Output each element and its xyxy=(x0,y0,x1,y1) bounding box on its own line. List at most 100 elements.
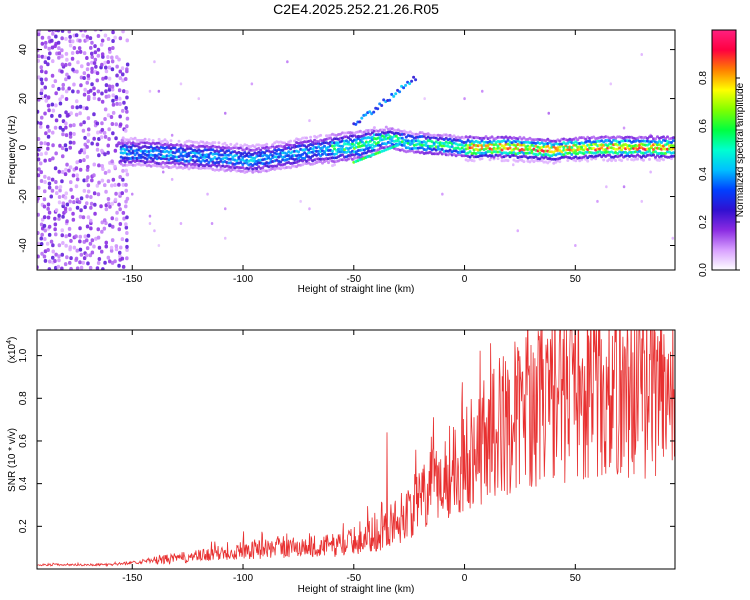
spectrogram-cell xyxy=(606,144,610,148)
spectrogram-cell xyxy=(37,109,40,114)
spectrogram-x-label: Height of straight line (km) xyxy=(298,284,415,295)
spectrogram-cell xyxy=(86,62,90,67)
spectrogram-cell xyxy=(410,141,414,145)
spectrogram-cell xyxy=(92,136,96,141)
spectrogram-cell xyxy=(100,121,104,126)
spectrogram-cell xyxy=(382,128,386,132)
spectrogram-cell xyxy=(58,188,62,193)
spectrogram-cell xyxy=(528,145,532,149)
spectrogram-cell xyxy=(60,228,64,233)
spectrogram-cell xyxy=(68,134,73,139)
spectrogram-cell xyxy=(50,73,55,78)
spectrogram-cell xyxy=(122,216,126,221)
spectrogram-cell xyxy=(85,144,89,149)
spectrogram-cell xyxy=(85,106,89,111)
spectrogram-cell xyxy=(670,157,673,161)
spectrogram-cell xyxy=(121,264,126,269)
spectrogram-cell xyxy=(68,39,72,44)
spectrogram-cell xyxy=(65,57,69,62)
spectrogram-cell xyxy=(131,192,134,196)
spectrogram-cell xyxy=(92,92,97,96)
spectrogram-cell xyxy=(60,179,64,184)
spectrogram-cell xyxy=(75,197,80,202)
spectrogram-cell xyxy=(48,51,52,56)
spectrogram-panel: -150 -100 -50 0 50 -40 -20 0 20 40 Height of str… xyxy=(7,29,676,295)
spectrogram-cell xyxy=(289,166,293,170)
spectrogram-cell xyxy=(187,159,191,163)
spectrogram-cell xyxy=(40,115,44,120)
spectrogram-y-ticks: -40 -20 0 20 40 xyxy=(18,44,675,253)
spectrogram-cell xyxy=(55,191,59,196)
spectrogram-cell xyxy=(83,30,87,33)
spectrogram-cell xyxy=(153,229,156,233)
spectrogram-cell xyxy=(386,133,390,137)
spectrogram-cell xyxy=(121,136,125,140)
spectrogram-cell xyxy=(85,67,90,72)
spectrogram-cell xyxy=(104,65,108,70)
spectrogram-cell xyxy=(40,232,44,237)
spectrogram-cell xyxy=(124,128,128,133)
spectrogram-cell xyxy=(96,227,100,232)
spectrogram-cell xyxy=(39,141,43,146)
spectrogram-cell xyxy=(82,147,87,152)
spectrogram-cell xyxy=(118,250,122,255)
spectrogram-cell xyxy=(358,120,362,124)
spectrogram-cell xyxy=(82,106,86,111)
snr-x-label: Height of straight line (km) xyxy=(298,584,415,595)
spectrogram-cell xyxy=(327,161,330,165)
spectrogram-cell xyxy=(250,82,254,86)
spectrogram-cell xyxy=(56,30,61,33)
spectrogram-cell xyxy=(44,70,48,75)
spectrogram-cell xyxy=(257,146,261,150)
spectrogram-cell xyxy=(119,245,123,250)
spectrogram-cell xyxy=(42,197,47,202)
spectrogram-cell xyxy=(64,125,68,130)
spectrogram-cell xyxy=(51,108,56,113)
spectrogram-cell xyxy=(626,157,630,161)
spectrogram-cell xyxy=(46,62,50,67)
spectrogram-cell xyxy=(90,69,94,74)
spectrogram-cell xyxy=(658,159,661,162)
spectrogram-cell xyxy=(54,232,58,237)
spectrogram-cell xyxy=(53,227,57,232)
spectrogram-cell xyxy=(648,142,651,146)
spectrogram-cell xyxy=(107,127,111,132)
spectrogram-cell xyxy=(107,46,112,51)
spectrogram-cell xyxy=(289,147,293,151)
spectrogram-cell xyxy=(79,265,84,270)
spectrogram-cell xyxy=(372,110,376,114)
spectrogram-cell xyxy=(265,142,269,146)
x-tick-label: -50 xyxy=(347,573,362,584)
spectrogram-cell xyxy=(39,65,43,70)
spectrogram-cell xyxy=(317,145,321,149)
spectrogram-cell xyxy=(39,152,44,157)
spectrogram-cell xyxy=(671,139,675,143)
spectrogram-cell xyxy=(93,50,98,55)
spectrogram-cell xyxy=(179,152,183,156)
spectrogram-cell xyxy=(69,238,73,243)
spectrogram-cell xyxy=(39,170,43,175)
spectrogram-cell xyxy=(46,56,51,61)
spectrogram-cell xyxy=(305,159,309,163)
spectrogram-cell xyxy=(103,33,108,38)
spectrogram-cell xyxy=(39,236,43,241)
spectrogram-cell xyxy=(121,182,126,187)
spectrogram-cell xyxy=(185,163,189,167)
spectrogram-cell xyxy=(301,152,305,156)
spectrogram-cell xyxy=(64,36,68,41)
spectrogram-cell xyxy=(43,249,48,254)
spectrogram-cell xyxy=(100,99,105,104)
spectrogram-cell xyxy=(69,180,73,185)
x-tick-label: -50 xyxy=(347,274,362,285)
spectrogram-cell xyxy=(113,35,117,40)
spectrogram-cell xyxy=(72,140,76,145)
spectrogram-cell xyxy=(75,99,79,104)
spectrogram-cell xyxy=(110,67,115,72)
spectrogram-cell xyxy=(78,111,82,116)
spectrogram-x-ticks: -150 -100 -50 0 50 xyxy=(122,30,581,285)
spectrogram-cell xyxy=(85,246,90,251)
spectrogram-cell xyxy=(522,143,526,147)
spectrogram-cell xyxy=(309,135,313,139)
spectrogram-cell xyxy=(120,256,125,261)
spectrogram-cell xyxy=(86,139,90,144)
